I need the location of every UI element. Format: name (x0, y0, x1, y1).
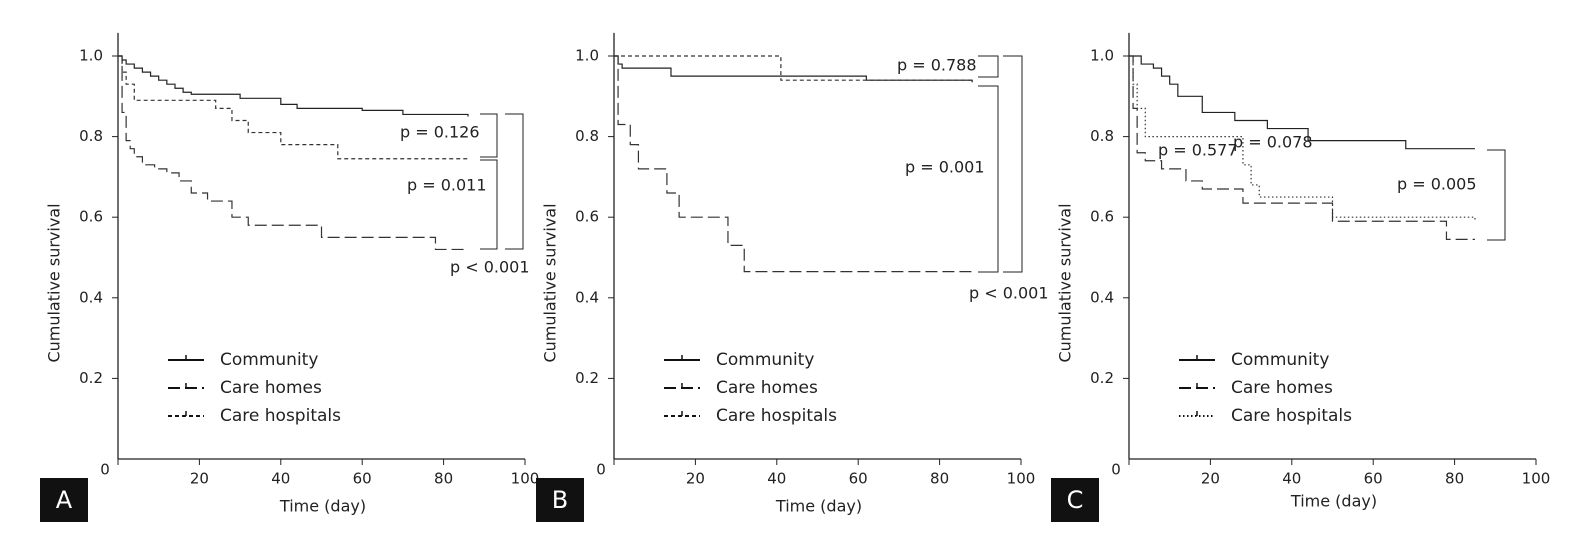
panel-label-box (40, 478, 88, 522)
bracket (480, 159, 498, 250)
x-tick-label: 0 (596, 461, 606, 479)
panel-label: A (56, 486, 73, 514)
x-tick-label: 100 (1522, 470, 1551, 488)
x-tick-label: 0 (100, 461, 110, 479)
y-tick-label: 1.0 (79, 47, 103, 65)
legend-label: Community (716, 350, 814, 370)
y-tick-label: 0.6 (79, 208, 103, 226)
legend-label: Care homes (716, 378, 818, 398)
survival-curve (614, 55, 973, 83)
panel-label: B (552, 486, 568, 514)
p-value: p = 0.078 (1233, 133, 1313, 152)
x-tick-label: 100 (1007, 470, 1036, 488)
x-tick-label: 20 (190, 470, 209, 488)
panel-label: C (1067, 486, 1084, 514)
panel: 0 20 40 60 80 100 0.2 0.4 0.6 0.8 1.0 Cumulative su… (1051, 32, 1551, 522)
y-tick-label: 1.0 (1090, 47, 1114, 65)
y-axis-label: Cumulative survival (541, 203, 560, 362)
legend-label: Community (1231, 350, 1329, 370)
y-tick-label: 0.6 (575, 208, 599, 226)
y-axis-label: Cumulative survival (1056, 203, 1075, 362)
legend-label: Care hospitals (220, 406, 341, 426)
x-tick-label: 40 (271, 470, 290, 488)
x-tick-label: 40 (1282, 470, 1301, 488)
survival-curve (118, 55, 469, 117)
panel: 0 20 40 60 80 100 0.2 0.4 0.6 0.8 1.0 Cumulative su… (536, 32, 1049, 522)
p-value: p = 0.788 (897, 56, 977, 75)
y-tick-label: 0.2 (79, 369, 103, 387)
y-tick-label: 0.8 (1090, 127, 1114, 145)
y-tick-label: 0.8 (575, 127, 599, 145)
bracket (978, 85, 999, 273)
p-value: p = 0.011 (407, 176, 487, 195)
panel-label-box (536, 478, 584, 522)
y-axis-label: Cumulative survival (45, 203, 64, 362)
x-tick-label: 80 (1445, 470, 1464, 488)
bracket (978, 55, 999, 78)
x-axis-label: Time (day) (1290, 492, 1377, 511)
x-axis-label: Time (day) (279, 497, 366, 516)
x-tick-label: 60 (353, 470, 372, 488)
survival-curve (1129, 55, 1475, 150)
y-tick-label: 0.4 (575, 288, 599, 306)
legend-label: Care homes (220, 378, 322, 398)
x-tick-label: 40 (767, 470, 786, 488)
x-tick-label: 100 (511, 470, 540, 488)
x-tick-label: 60 (1364, 470, 1383, 488)
legend-label: Community (220, 350, 318, 370)
x-tick-label: 80 (434, 470, 453, 488)
bracket (505, 113, 524, 250)
legend-label: Care homes (1231, 378, 1333, 398)
p-value: p = 0.001 (905, 158, 985, 177)
y-tick-label: 0.4 (79, 288, 103, 306)
x-tick-label: 20 (686, 470, 705, 488)
y-tick-label: 0.6 (1090, 208, 1114, 226)
survival-curve (614, 55, 973, 273)
y-tick-label: 0.8 (79, 127, 103, 145)
legend-label: Care hospitals (716, 406, 837, 426)
x-tick-label: 80 (930, 470, 949, 488)
survival-curve (1129, 55, 1475, 240)
panel: 0 20 40 60 80 100 0.2 0.4 0.6 0.8 1.0 Cumulative su… (40, 32, 540, 522)
p-value: p = 0.005 (1397, 175, 1477, 194)
bracket (480, 113, 498, 158)
y-tick-label: 1.0 (575, 47, 599, 65)
x-tick-label: 60 (849, 470, 868, 488)
panel-label-box (1051, 478, 1099, 522)
survival-curve (118, 55, 469, 251)
p-value: p < 0.001 (969, 284, 1049, 303)
bracket (1003, 55, 1023, 273)
bracket (1487, 149, 1506, 241)
y-tick-label: 0.4 (1090, 288, 1114, 306)
y-tick-label: 0.2 (1090, 369, 1114, 387)
x-tick-label: 0 (1111, 461, 1121, 479)
p-value: p = 0.126 (400, 123, 480, 142)
p-value: p = 0.577 (1158, 141, 1238, 160)
x-tick-label: 20 (1201, 470, 1220, 488)
p-value: p < 0.001 (450, 258, 530, 277)
y-tick-label: 0.2 (575, 369, 599, 387)
legend-label: Care hospitals (1231, 406, 1352, 426)
x-axis-label: Time (day) (775, 497, 862, 516)
survival-curve (118, 55, 469, 160)
